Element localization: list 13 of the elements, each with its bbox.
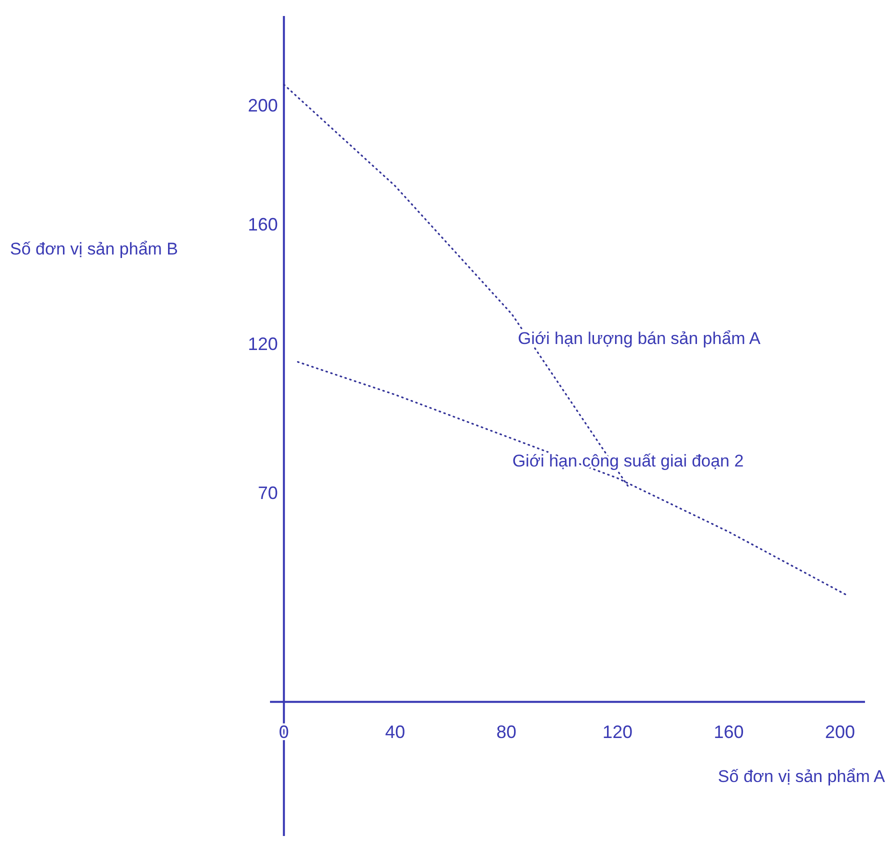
x-axis-title: Số đơn vị sản phẩm A <box>718 766 886 786</box>
x-tick-label: 160 <box>714 722 744 742</box>
x-tick-label: 80 <box>496 722 516 742</box>
series-label: Giới hạn công suất giai đoạn 2 <box>512 451 744 470</box>
x-tick-label: 120 <box>602 722 633 742</box>
y-tick-label: 70 <box>258 483 278 504</box>
y-tick-label: 120 <box>248 334 278 354</box>
series-label: Giới hạn lượng bán sản phẩm A <box>518 329 762 348</box>
y-tick-label: 160 <box>248 214 278 235</box>
x-tick-label: 200 <box>824 722 855 742</box>
y-tick-label: 200 <box>248 95 278 116</box>
x-tick-label: 40 <box>385 722 406 742</box>
y-axis-title: Số đơn vị sản phẩm B <box>10 240 178 259</box>
